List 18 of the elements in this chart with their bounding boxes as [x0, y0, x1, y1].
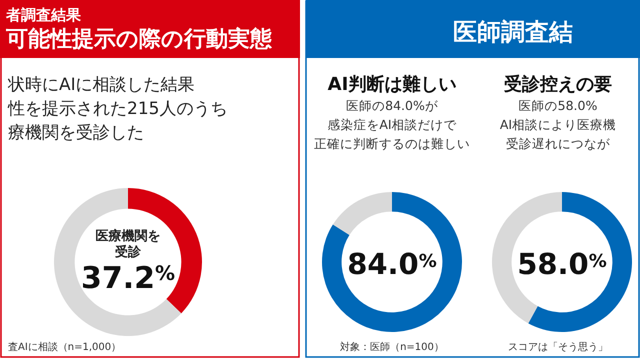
text: 状時にAIに相談した結果性を提示された215人のうち療機関を受診した	[7, 75, 228, 143]
donut-slice	[322, 192, 462, 332]
slice-label: 医療機関を受診	[96, 228, 160, 260]
chart-subtitle: 者調査結果	[5, 6, 82, 24]
text: スコアは「そう思う」	[508, 341, 608, 353]
chart-subtitle: 医師の58.0%AI相談により医療機受診遅れにつなが	[500, 98, 616, 151]
chart-subtitle: 医師の84.0%が感染症をAI相談だけで正確に判断するのは難しい	[314, 98, 470, 151]
data-label: 84.0$^{%}$	[347, 247, 437, 281]
text: 対象：医師（n=100）	[340, 341, 444, 353]
text: 査AIに相談（n=1,000）	[8, 341, 122, 353]
chart-title: AI判断は難しい	[328, 74, 456, 95]
chart-title: 可能性提示の際の行動実態	[5, 26, 273, 52]
text: 医師調査結	[453, 18, 573, 46]
data-label: 58.0$^{%}$	[517, 247, 607, 281]
donut-slice	[332, 192, 392, 235]
data-label: 37.2$^{%}$	[80, 261, 176, 296]
chart-title: 受診控えの要	[504, 74, 612, 95]
donut-slice	[54, 188, 182, 336]
